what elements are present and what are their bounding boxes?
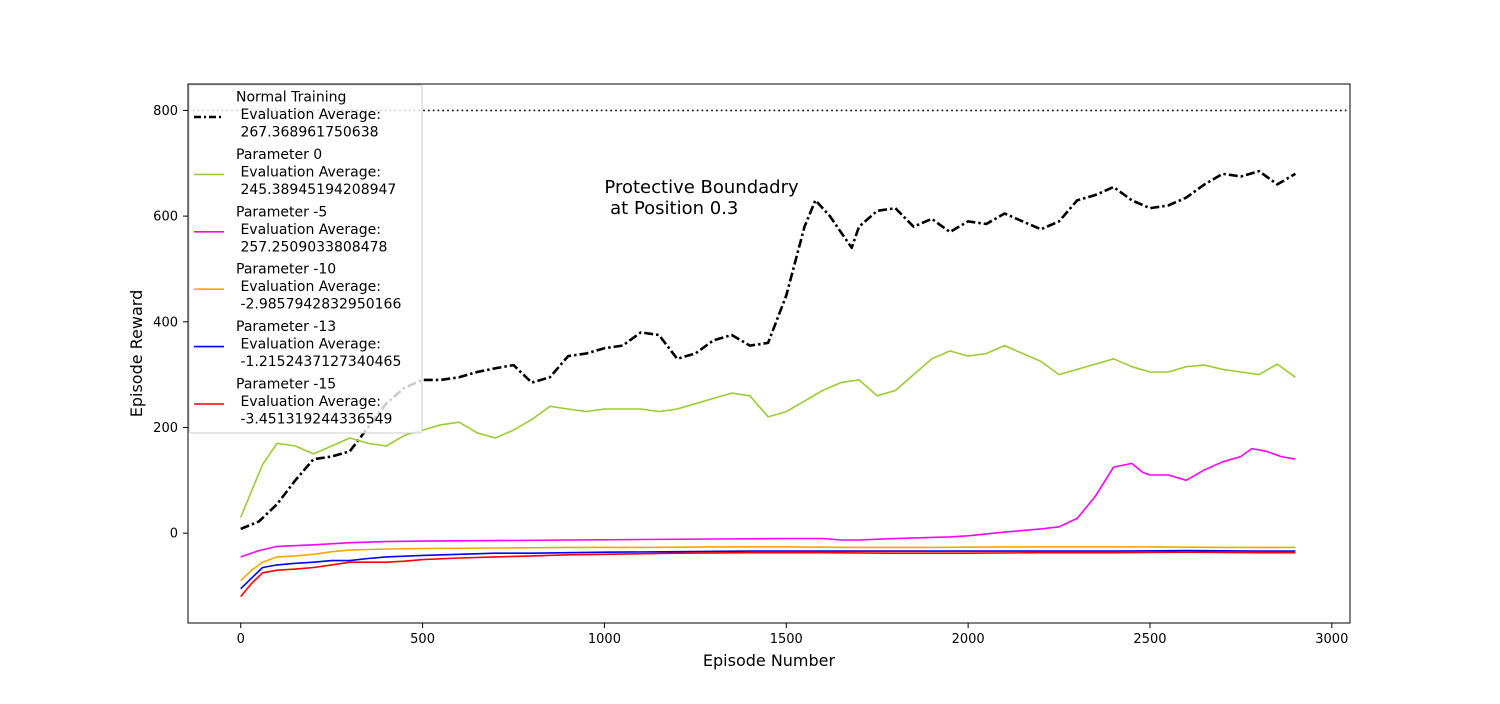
- legend-entry-line: Evaluation Average:: [236, 222, 381, 238]
- series-line-4: [240, 549, 1296, 590]
- legend-entry-line: -2.9857942832950166: [236, 297, 401, 313]
- y-tick-label: 400: [153, 315, 178, 330]
- y-tick-label: 0: [170, 527, 178, 542]
- legend: Normal Training Evaluation Average: 267.…: [188, 84, 423, 434]
- legend-entry-line: -3.451319244336549: [236, 412, 392, 428]
- legend-entry-line: Evaluation Average:: [236, 394, 381, 410]
- y-tick-label: 600: [153, 210, 178, 225]
- x-tick-label: 2500: [1133, 632, 1166, 647]
- legend-entry-line: Parameter 0: [236, 147, 322, 163]
- series-line-0: [240, 169, 1297, 531]
- axes: 0 500 1000 1500 2000 2500 3000 0 200 400 600 800 Epi…: [127, 83, 1351, 670]
- legend-entry-line: Parameter -5: [236, 204, 327, 220]
- legend-entry-line: Evaluation Average:: [236, 337, 381, 353]
- legend-entry-5: Parameter -15 Evaluation Average: -3.451…: [236, 377, 392, 428]
- x-tick-label: 1000: [588, 632, 621, 647]
- series-line-2: [240, 447, 1296, 558]
- x-axis-label: Episode Number: [703, 651, 836, 670]
- annotation-line: Protective Boundadry: [604, 177, 799, 198]
- legend-entry-line: Evaluation Average:: [236, 164, 381, 180]
- series-line-3: [240, 546, 1296, 582]
- x-tick-label: 2000: [952, 632, 985, 647]
- x-tick-label: 1500: [770, 632, 803, 647]
- legend-entry-line: Parameter -13: [236, 319, 336, 335]
- legend-entry-line: Normal Training: [236, 90, 346, 106]
- annotation-line: at Position 0.3: [604, 198, 738, 219]
- axes-frame: [187, 83, 1351, 624]
- legend-entry-0: Normal Training Evaluation Average: 267.…: [236, 90, 381, 141]
- legend-entry-line: Evaluation Average:: [236, 107, 381, 123]
- legend-entry-2: Parameter -5 Evaluation Average: 257.250…: [236, 204, 387, 255]
- legend-box: [188, 84, 423, 434]
- legend-entry-line: Evaluation Average:: [236, 279, 381, 295]
- legend-entry-line: Parameter -10: [236, 262, 336, 278]
- x-tick-label: 0: [237, 632, 245, 647]
- series-line-5: [240, 551, 1296, 598]
- annotation-text: Protective Boundadry at Position 0.3: [604, 177, 799, 219]
- legend-entry-3: Parameter -10 Evaluation Average: -2.985…: [236, 262, 401, 313]
- legend-entry-line: Parameter -15: [236, 377, 336, 393]
- annotation: Protective Boundadry at Position 0.3: [604, 177, 799, 219]
- legend-entry-1: Parameter 0 Evaluation Average: 245.3894…: [236, 147, 396, 198]
- legend-entry-line: 257.2509033808478: [236, 239, 387, 255]
- plot-area: [188, 109, 1350, 598]
- y-tick-label: 200: [153, 421, 178, 436]
- legend-entry-line: 245.38945194208947: [236, 182, 396, 198]
- y-axis-label: Episode Reward: [127, 290, 146, 418]
- x-tick-label: 500: [410, 632, 435, 647]
- legend-entry-line: 267.368961750638: [236, 125, 379, 141]
- series-line-1: [239, 344, 1296, 518]
- legend-entry-4: Parameter -13 Evaluation Average: -1.215…: [236, 319, 401, 370]
- y-tick-label: 800: [153, 104, 178, 119]
- x-tick-label: 3000: [1315, 632, 1348, 647]
- legend-entry-line: -1.2152437127340465: [236, 354, 401, 370]
